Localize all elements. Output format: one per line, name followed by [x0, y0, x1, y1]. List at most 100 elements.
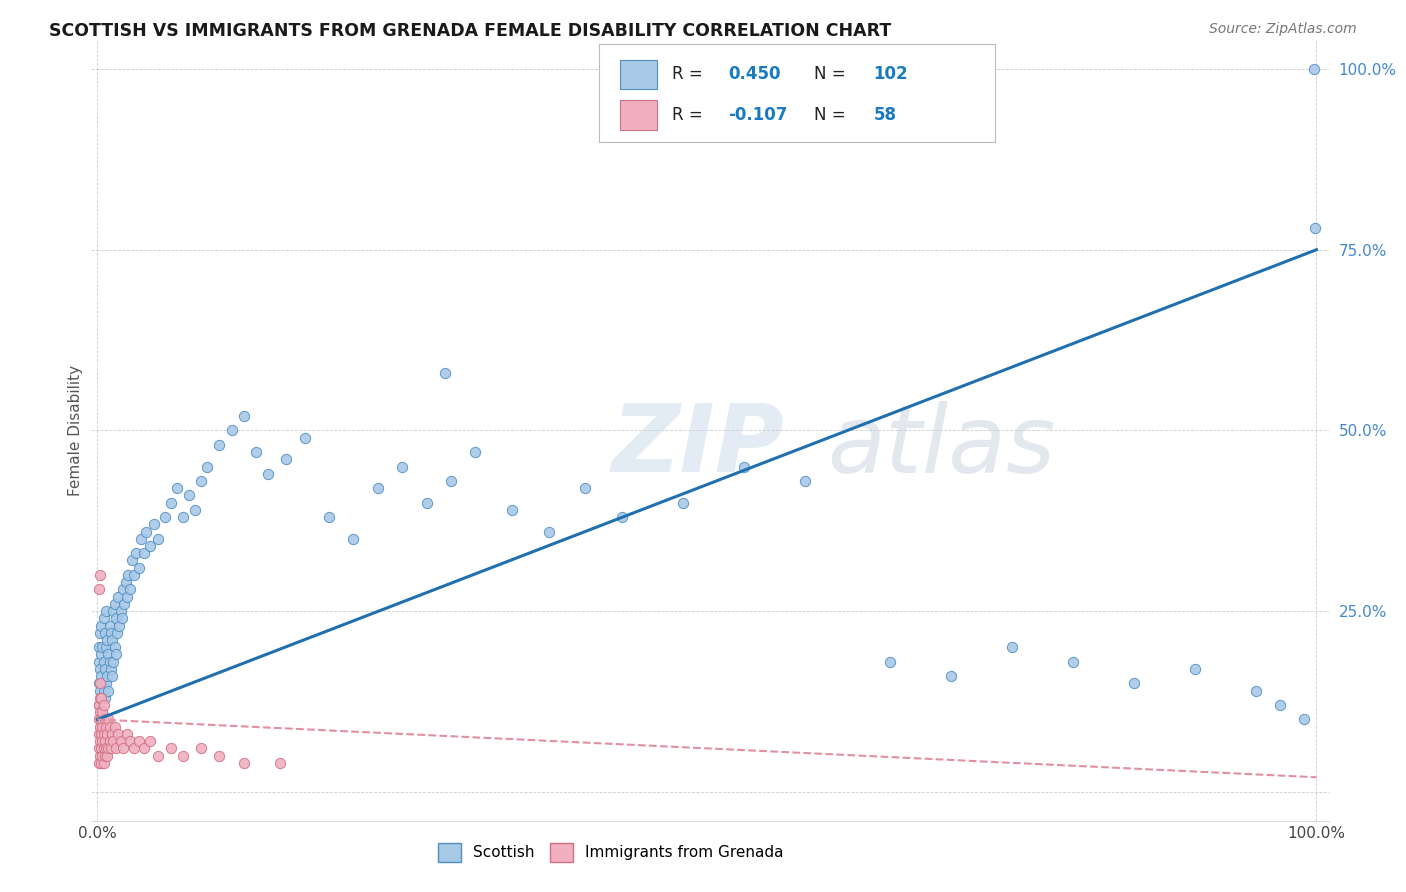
Point — [139, 734, 162, 748]
Point — [159, 496, 181, 510]
Text: 0.450: 0.450 — [728, 65, 782, 84]
Point — [98, 720, 121, 734]
Point — [97, 683, 120, 698]
Point — [101, 632, 124, 647]
Point — [172, 510, 194, 524]
Point — [94, 604, 117, 618]
Point — [103, 640, 125, 655]
Point — [610, 510, 633, 524]
Text: atlas: atlas — [828, 401, 1056, 491]
Point — [208, 748, 231, 763]
Point — [1303, 221, 1326, 235]
Point — [103, 597, 125, 611]
Point — [148, 748, 170, 763]
Point — [1062, 655, 1084, 669]
Point — [91, 748, 114, 763]
Point — [91, 705, 114, 719]
Point — [122, 741, 145, 756]
Point — [879, 655, 901, 669]
Point — [89, 720, 111, 734]
Point — [671, 496, 693, 510]
Point — [93, 756, 115, 770]
Point — [159, 741, 181, 756]
Point — [96, 748, 118, 763]
Point — [107, 727, 129, 741]
Point — [93, 655, 115, 669]
Point — [208, 438, 231, 452]
Point — [98, 734, 121, 748]
Point — [112, 582, 135, 597]
Point — [96, 669, 118, 683]
Point — [87, 676, 110, 690]
Point — [96, 727, 118, 741]
Point — [87, 713, 110, 727]
Point — [94, 741, 117, 756]
Point — [269, 756, 291, 770]
Point — [128, 734, 150, 748]
Point — [108, 618, 131, 632]
Point — [93, 698, 115, 712]
Point — [114, 575, 136, 590]
Point — [232, 409, 254, 423]
Point — [440, 474, 463, 488]
Point — [96, 632, 118, 647]
Point — [87, 741, 110, 756]
Point — [294, 431, 316, 445]
Point — [87, 582, 110, 597]
Point — [100, 662, 122, 676]
Point — [100, 625, 122, 640]
Point — [1001, 640, 1024, 655]
FancyBboxPatch shape — [599, 44, 994, 142]
Point — [172, 748, 194, 763]
Point — [276, 452, 298, 467]
Point — [501, 503, 523, 517]
Point — [939, 669, 962, 683]
Point — [90, 756, 112, 770]
Point — [94, 662, 117, 676]
Point — [110, 734, 132, 748]
Point — [103, 655, 125, 669]
Point — [94, 713, 117, 727]
Point — [318, 510, 340, 524]
Point — [177, 488, 200, 502]
Text: R =: R = — [672, 65, 707, 84]
Point — [98, 655, 121, 669]
Point — [87, 756, 110, 770]
Point — [1294, 713, 1316, 727]
Point — [90, 690, 112, 705]
Point — [190, 474, 212, 488]
Point — [574, 481, 596, 495]
Point — [87, 640, 110, 655]
Legend: Scottish, Immigrants from Grenada: Scottish, Immigrants from Grenada — [432, 837, 790, 868]
Point — [91, 676, 114, 690]
Point — [97, 648, 120, 662]
Point — [90, 690, 112, 705]
Point — [257, 467, 280, 481]
Point — [122, 568, 145, 582]
Point — [89, 625, 111, 640]
Point — [793, 474, 815, 488]
Bar — [620, 100, 657, 130]
Point — [232, 756, 254, 770]
Point — [117, 568, 139, 582]
Point — [464, 445, 486, 459]
Point — [415, 496, 437, 510]
Point — [391, 459, 413, 474]
Point — [93, 683, 115, 698]
Y-axis label: Female Disability: Female Disability — [67, 365, 83, 496]
Point — [142, 517, 165, 532]
Point — [121, 553, 143, 567]
Point — [89, 705, 111, 719]
Point — [98, 618, 121, 632]
Point — [112, 741, 135, 756]
Point — [166, 481, 188, 495]
Point — [537, 524, 560, 539]
Point — [90, 741, 112, 756]
Point — [90, 713, 112, 727]
Point — [104, 648, 127, 662]
Point — [1268, 698, 1291, 712]
Point — [89, 568, 111, 582]
Point — [91, 705, 114, 719]
Text: R =: R = — [672, 106, 707, 124]
Point — [93, 611, 115, 625]
